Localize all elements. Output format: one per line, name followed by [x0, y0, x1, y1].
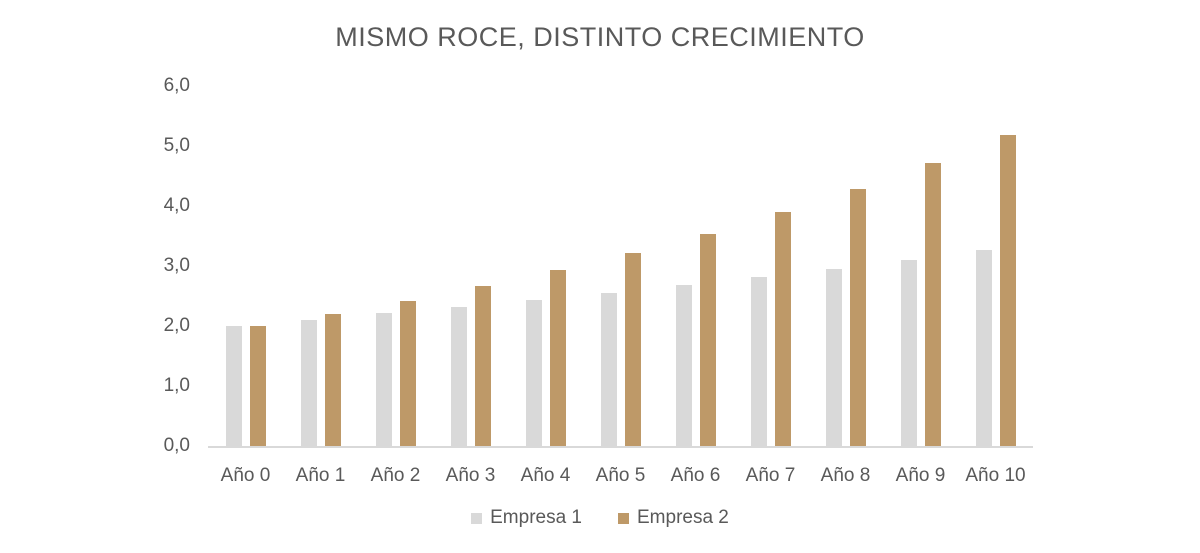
bar-empresa-2-año-5 — [624, 252, 641, 446]
y-tick-label: 2,0 — [163, 315, 190, 336]
bar-empresa-1-año-0 — [225, 326, 242, 446]
bar-group-año-7 — [733, 86, 808, 446]
legend-item-empresa-2: Empresa 2 — [618, 507, 729, 529]
bar-empresa-1-año-7 — [750, 277, 767, 446]
x-tick-label-año-2: Año 2 — [370, 465, 421, 486]
bar-empresa-2-año-9 — [924, 162, 941, 446]
bar-empresa-1-año-3 — [450, 306, 467, 446]
legend: Empresa 1 Empresa 2 — [0, 507, 1200, 529]
legend-label-empresa-1: Empresa 1 — [490, 507, 582, 528]
bar-empresa-1-año-1 — [300, 320, 317, 446]
legend-item-empresa-1: Empresa 1 — [471, 507, 582, 529]
x-tick-label-año-7: Año 7 — [745, 465, 796, 486]
bar-group-año-8 — [808, 86, 883, 446]
legend-swatch-empresa-2 — [618, 512, 629, 524]
bar-empresa-2-año-1 — [324, 314, 341, 446]
x-tick-label-año-1: Año 1 — [295, 465, 346, 486]
x-tick-label-año-9: Año 9 — [895, 465, 946, 486]
plot-area — [208, 86, 1033, 448]
bar-empresa-1-año-10 — [975, 250, 992, 446]
x-tick-label-año-5: Año 5 — [595, 465, 646, 486]
bar-group-año-0 — [208, 86, 283, 446]
bar-empresa-2-año-8 — [849, 188, 866, 446]
legend-label-empresa-2: Empresa 2 — [637, 507, 729, 528]
bar-group-año-9 — [883, 86, 958, 446]
y-tick-label: 4,0 — [163, 195, 190, 216]
x-axis-labels: Año 0 Año 1 Año 2 Año 3 Año 4 Año 5 Año 6 Año 7… — [208, 465, 1033, 487]
y-tick-label: 0,0 — [163, 435, 190, 456]
bar-empresa-1-año-8 — [825, 269, 842, 446]
x-tick-label-año-6: Año 6 — [670, 465, 721, 486]
legend-swatch-empresa-1 — [471, 512, 483, 524]
bar-empresa-2-año-6 — [699, 233, 716, 446]
bar-empresa-2-año-10 — [999, 134, 1016, 446]
bar-empresa-1-año-4 — [525, 300, 542, 446]
bar-group-año-10 — [958, 86, 1033, 446]
chart-title: MISMO ROCE, DISTINTO CRECIMIENTO — [335, 22, 865, 52]
bar-group-año-5 — [583, 86, 658, 446]
bar-group-año-4 — [508, 86, 583, 446]
bar-empresa-2-año-2 — [399, 300, 416, 446]
x-tick-label-año-0: Año 0 — [220, 465, 271, 486]
bar-empresa-2-año-0 — [249, 326, 266, 446]
y-tick-label: 1,0 — [163, 375, 190, 396]
x-tick-label-año-8: Año 8 — [820, 465, 871, 486]
x-tick-label-año-3: Año 3 — [445, 465, 496, 486]
x-tick-label-año-4: Año 4 — [520, 465, 571, 486]
y-tick-label: 5,0 — [163, 135, 190, 156]
y-tick-label: 3,0 — [163, 255, 190, 276]
bar-empresa-1-año-6 — [675, 285, 692, 446]
x-tick-label-año-10: Año 10 — [965, 465, 1026, 486]
bar-empresa-2-año-7 — [774, 212, 791, 446]
bar-empresa-2-año-4 — [549, 270, 566, 446]
bar-empresa-2-año-3 — [474, 286, 491, 446]
bar-group-año-6 — [658, 86, 733, 446]
bar-empresa-1-año-9 — [900, 260, 917, 446]
bar-empresa-1-año-5 — [600, 293, 617, 446]
bar-group-año-3 — [433, 86, 508, 446]
bar-group-año-2 — [358, 86, 433, 446]
y-tick-label: 6,0 — [163, 75, 190, 96]
bar-group-año-1 — [283, 86, 358, 446]
bar-empresa-1-año-2 — [375, 313, 392, 446]
